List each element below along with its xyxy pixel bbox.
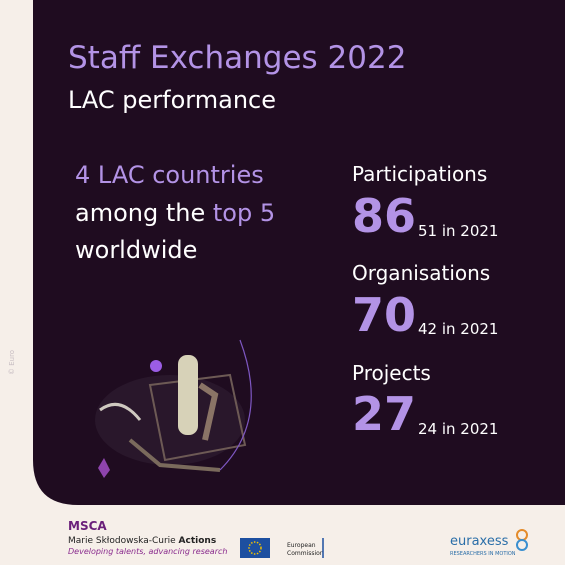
msca-name-text: Marie Skłodowska-Curie [68, 536, 179, 546]
msca: MSCA [68, 519, 107, 533]
highlight-line: 4 LAC countries [75, 161, 264, 189]
stat-label: Participations [352, 162, 487, 186]
stat-label: Projects [352, 361, 431, 385]
euraxess-tagline: RESEARCHERS IN MOTION [450, 551, 516, 557]
stat-previous: 42 in 2021 [418, 320, 498, 338]
stat-previous: 51 in 2021 [418, 222, 498, 240]
stat-previous: 24 in 2021 [418, 420, 498, 438]
commission: Commission [287, 550, 324, 557]
highlight-line: worldwide [75, 236, 197, 264]
illustration [95, 339, 252, 478]
highlight-line: among the top 5 [75, 199, 275, 227]
stat-value: 27 [352, 387, 416, 441]
highlight-text: among the [75, 199, 213, 227]
eu-stars [248, 541, 262, 555]
title: Staff Exchanges 2022 [68, 40, 406, 76]
euraxess: euraxess [450, 534, 509, 549]
stat-value: 70 [352, 288, 416, 342]
credit: © Euro [8, 350, 16, 375]
subtitle: LAC performance [68, 86, 276, 114]
stat-value: 86 [352, 189, 416, 243]
msca-tagline: Developing talents, advancing research [68, 547, 227, 556]
msca-name: Marie Skłodowska-Curie Actions [68, 536, 216, 546]
msca-name-bold: Actions [179, 536, 217, 546]
stat-label: Organisations [352, 261, 490, 285]
eu-flag [240, 538, 270, 558]
commission: European [287, 542, 316, 549]
stat: Organisations 70 42 in 2021 [352, 261, 498, 342]
stat: Participations 86 51 in 2021 [352, 162, 498, 243]
stat: Projects 27 24 in 2021 [352, 361, 498, 441]
logo-ring [516, 539, 528, 551]
highlight-emphasis: top 5 [213, 199, 275, 227]
